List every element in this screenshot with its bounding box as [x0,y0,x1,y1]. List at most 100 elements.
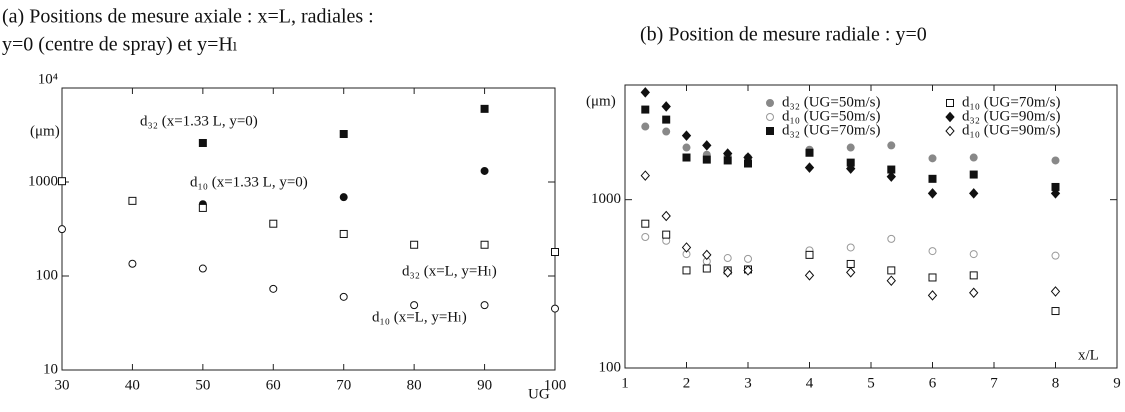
marker-square [969,271,978,280]
marker-circle [969,153,978,162]
x-tick-label: 50 [195,377,210,393]
marker-diamond [886,275,896,286]
marker-diamond [702,249,712,261]
legend-label: d₃₂ (UG=50m/s) [782,94,881,110]
marker-circle [128,259,137,268]
y-axis-label: (μm) [30,123,60,139]
marker-square [969,170,978,179]
marker-square [928,273,937,282]
marker-circle [928,247,937,256]
marker-diamond [681,130,692,141]
legend-label: d₁₀ (UG=70m/s) [962,94,1061,110]
legend-label: d₃₂ (UG=90m/s) [962,108,1061,124]
marker-square [128,196,137,205]
y-tick-label: 1000 [591,191,621,207]
x-tick-label: 8 [1052,375,1060,391]
marker-square [198,138,207,147]
series-label: d₃₂ (x=1.33 L, y=0) [140,113,258,129]
legend-item: d₁₀ (UG=50m/s) [766,108,881,124]
marker-square [662,115,671,124]
y-axis-label: (μm) [586,93,616,109]
x-axis-label: UG [528,386,550,402]
marker-circle [744,254,752,263]
x-tick-label: 9 [1113,375,1121,391]
legend-label: d₁₀ (UG=90m/s) [962,122,1061,138]
marker-circle [682,143,691,152]
marker-diamond [927,290,938,301]
marker-circle [928,154,937,163]
legend-swatch [766,113,774,121]
marker-circle [1051,251,1060,260]
marker-circle [846,143,855,152]
x-tick-label: 3 [744,375,752,391]
y-tick-label: 10⁴ [38,71,58,87]
x-tick-label: 80 [407,377,422,393]
marker-circle [410,301,419,310]
x-tick-label: 70 [336,377,351,393]
marker-diamond [886,171,896,182]
marker-circle [1051,156,1060,165]
marker-diamond [969,188,979,199]
marker-circle [846,243,855,252]
legend-item: d₁₀ (UG=90m/s) [945,122,1061,138]
marker-diamond [846,163,856,174]
x-tick-label: 1 [621,375,629,391]
series-label: d₁₀ (x=1.33 L, y=0) [190,174,308,190]
legend-swatch [766,99,774,107]
x-tick-label: 2 [683,375,691,391]
legend-item: d₃₂ (UG=90m/s) [945,108,1061,124]
marker-square [702,264,711,273]
marker-diamond [702,140,712,151]
marker-square [1051,307,1060,316]
x-tick-label: 30 [55,377,70,393]
marker-square [58,177,66,186]
marker-square [887,266,896,275]
marker-diamond [640,87,650,98]
marker-diamond [723,267,733,278]
x-tick-label: 90 [477,377,492,393]
marker-circle [339,193,348,202]
x-tick-label: 6 [929,375,937,391]
marker-circle [339,292,348,301]
x-tick-label: 7 [990,375,998,391]
marker-square [846,259,855,268]
marker-diamond [846,267,856,278]
marker-circle [887,141,896,150]
marker-square [198,203,207,212]
marker-diamond [743,152,753,163]
marker-square [551,248,559,257]
chart-title: y=0 (centre de spray) et y=Hₗ [2,34,238,56]
legend-item: d₁₀ (UG=70m/s) [946,94,1061,110]
marker-square [702,155,711,164]
marker-square [805,250,814,259]
marker-square [410,240,419,249]
chart-title: (b) Position de mesure radiale : y=0 [640,24,927,46]
plot-frame [61,87,556,371]
legend-item: d₃₂ (UG=70m/s) [766,122,881,138]
marker-diamond [804,270,815,281]
x-tick-label: 5 [867,375,875,391]
marker-diamond [661,101,671,112]
marker-circle [723,254,732,263]
marker-diamond [640,170,650,181]
marker-square [662,230,671,239]
marker-square [339,130,348,139]
marker-square [269,219,278,228]
marker-square [480,240,489,249]
marker-diamond [661,210,671,222]
marker-diamond [681,242,692,253]
marker-diamond [1050,188,1061,199]
marker-diamond [927,188,938,199]
marker-square [682,266,691,275]
marker-circle [641,233,650,242]
marker-square [805,148,814,157]
marker-diamond [804,162,815,173]
legend-item: d₃₂ (UG=50m/s) [766,94,881,110]
marker-diamond [1050,286,1061,297]
legend-swatch [945,111,955,123]
marker-square [339,229,348,238]
x-tick-label: 40 [125,377,140,393]
legend-swatch [946,99,954,107]
marker-circle [198,264,207,273]
